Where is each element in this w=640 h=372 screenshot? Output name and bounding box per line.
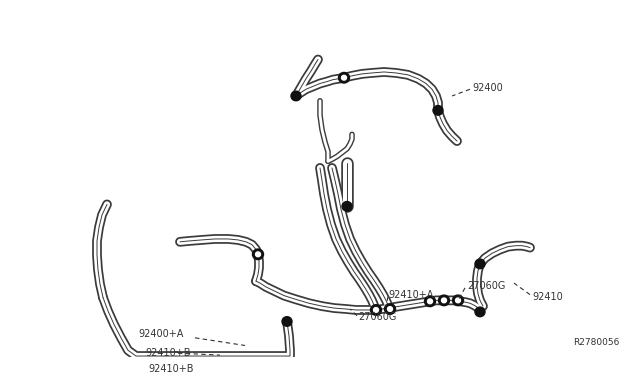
Circle shape <box>253 249 264 260</box>
Text: 92410+A: 92410+A <box>388 290 433 299</box>
Circle shape <box>342 202 352 211</box>
Circle shape <box>291 91 301 101</box>
Text: 92410: 92410 <box>532 292 563 302</box>
Circle shape <box>385 304 396 314</box>
Circle shape <box>433 106 443 115</box>
Circle shape <box>388 307 392 311</box>
Text: R2780056: R2780056 <box>573 339 620 347</box>
Circle shape <box>438 295 449 306</box>
Circle shape <box>475 259 485 269</box>
Text: 92400+A: 92400+A <box>138 329 184 339</box>
Circle shape <box>428 299 433 304</box>
Circle shape <box>255 252 260 257</box>
Text: 92400: 92400 <box>472 83 503 93</box>
Circle shape <box>424 296 435 307</box>
Text: 92410+B: 92410+B <box>145 348 191 358</box>
Circle shape <box>282 317 292 326</box>
Circle shape <box>342 76 346 80</box>
Circle shape <box>475 307 485 317</box>
Circle shape <box>374 308 378 312</box>
Text: 27060G: 27060G <box>358 312 396 322</box>
Circle shape <box>371 305 381 315</box>
Circle shape <box>442 298 447 303</box>
Text: 27060G: 27060G <box>467 281 506 291</box>
Circle shape <box>456 298 460 303</box>
Circle shape <box>339 73 349 83</box>
Circle shape <box>452 295 463 306</box>
Text: 92410+B: 92410+B <box>148 365 193 372</box>
